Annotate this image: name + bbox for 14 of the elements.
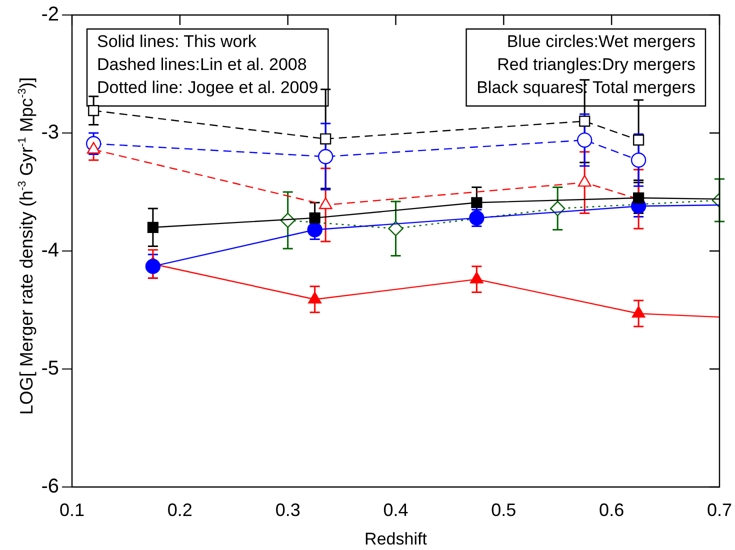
x-tick-label: 0.4 <box>383 500 408 520</box>
x-tick-label: 0.3 <box>275 500 300 520</box>
x-axis-title: Redshift <box>364 529 428 548</box>
y-tick-label: -4 <box>41 240 59 262</box>
x-tick-label: 0.1 <box>59 500 85 520</box>
x-tick-label: 0.7 <box>706 500 732 520</box>
x-tick-label: 0.5 <box>491 500 516 520</box>
x-tick-label: 0.2 <box>167 500 192 520</box>
y-tick-label: -3 <box>41 122 59 144</box>
y-tick-label: -6 <box>41 476 59 498</box>
y-tick-label: -5 <box>41 358 59 380</box>
y-tick-label: -2 <box>41 4 59 26</box>
annotation: Solid lines: This work Dashed lines:Lin et al. 2008 Dotted line: Jogee et al. 2009 <box>97 32 318 98</box>
x-tick-label: 0.6 <box>599 500 624 520</box>
